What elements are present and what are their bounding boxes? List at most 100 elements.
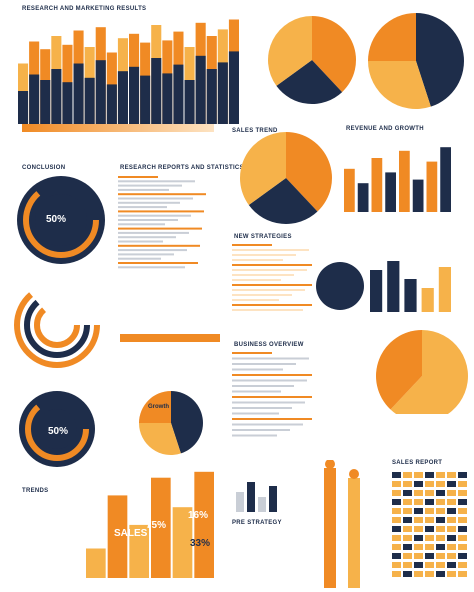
grid-cell — [414, 553, 423, 559]
text-line — [118, 257, 161, 260]
grid-cell — [458, 508, 467, 514]
pie-slice — [248, 178, 318, 224]
grid-cell — [392, 490, 401, 496]
bar — [18, 91, 29, 124]
ring — [14, 282, 100, 368]
donut-hole — [37, 409, 77, 449]
grid-cell — [458, 472, 467, 478]
navy-circle — [316, 262, 364, 310]
grid-cell — [447, 544, 456, 550]
top-left-bar-strip — [22, 124, 214, 132]
text-line — [232, 385, 294, 387]
bar — [357, 183, 369, 212]
text-line — [232, 299, 279, 301]
mid-left-donut — [17, 176, 105, 264]
revenue-bar-chart — [18, 19, 239, 124]
grid-cell — [403, 490, 412, 496]
grid-cell — [392, 481, 401, 487]
text-line — [118, 210, 204, 213]
grid-cell — [414, 517, 423, 523]
grid-cell — [436, 544, 445, 550]
concentric-ring-chart — [14, 282, 100, 368]
grid-cell — [458, 571, 467, 577]
bar — [440, 147, 451, 212]
grid-cell — [392, 553, 401, 559]
grid-cell — [425, 499, 434, 505]
pie-slice — [376, 330, 422, 410]
bar — [86, 548, 106, 578]
grid-cell — [447, 535, 456, 541]
grid-cell — [392, 508, 401, 514]
text-line — [232, 363, 296, 365]
grid-cell — [458, 490, 467, 496]
grid-cell — [425, 562, 434, 568]
vertical-progress-bars — [324, 460, 360, 588]
grid-cell — [403, 544, 412, 550]
grid-cell — [414, 544, 423, 550]
bar — [217, 62, 228, 124]
grid-cell — [436, 472, 445, 478]
grid-cell — [414, 499, 423, 505]
bar — [151, 477, 171, 578]
pie-slice — [416, 13, 464, 107]
grid-cell — [436, 535, 445, 541]
grid-cell — [458, 562, 467, 568]
pie-slice — [312, 16, 356, 93]
text-line — [118, 253, 174, 256]
donut-arc — [25, 397, 89, 461]
bar — [129, 524, 149, 578]
text-line — [232, 259, 283, 261]
grid-cell — [458, 481, 467, 487]
bar-label-2: 75% — [146, 520, 167, 531]
text-line — [232, 418, 312, 420]
bar-label-4: 33% — [190, 538, 211, 549]
mid-left-title: CONCLUSION — [22, 165, 66, 171]
text-line — [118, 223, 165, 226]
bar — [387, 261, 400, 312]
bar — [426, 161, 438, 212]
grid-cell — [458, 517, 467, 523]
center-pie-chart — [240, 132, 332, 224]
ring — [34, 302, 80, 348]
bar — [269, 486, 277, 512]
bar — [117, 71, 128, 124]
right-bar-chart — [370, 261, 451, 312]
pie-slice — [368, 13, 416, 61]
bar — [412, 179, 424, 212]
mid-center-title: RESEARCH REPORTS AND STATISTICS — [120, 165, 244, 171]
grid-cell — [436, 508, 445, 514]
small-pie-label: Growth — [148, 404, 169, 410]
bar-label-1: SALES — [114, 528, 148, 539]
bar — [184, 80, 195, 124]
grid-cell — [414, 481, 423, 487]
text-line — [232, 357, 309, 360]
grid-cell — [436, 481, 445, 487]
grid-cell — [458, 535, 467, 541]
text-line — [232, 374, 312, 376]
text-line — [232, 401, 305, 404]
bottom-right-title: SALES REPORT — [392, 460, 443, 466]
text-line — [118, 262, 198, 264]
grid-cell — [392, 472, 401, 478]
bar — [84, 77, 95, 124]
text-line — [118, 214, 191, 217]
text-line — [118, 240, 163, 243]
grid-cell — [425, 544, 434, 550]
grid-cell — [403, 553, 412, 559]
bar — [162, 73, 173, 124]
bar — [172, 507, 193, 578]
text-line — [232, 304, 312, 306]
text-line — [118, 197, 193, 200]
grid-cell — [447, 571, 456, 577]
text-line — [232, 294, 292, 296]
grid-cell — [403, 481, 412, 487]
text-line — [118, 201, 180, 204]
pie-top-title: SALES TREND — [232, 128, 278, 134]
right-half-pie — [376, 330, 468, 414]
grid-cell — [425, 553, 434, 559]
text-line — [232, 284, 312, 286]
grid-cell — [436, 571, 445, 577]
bar — [228, 51, 239, 124]
grid-cell — [425, 490, 434, 496]
text-line — [118, 227, 202, 230]
